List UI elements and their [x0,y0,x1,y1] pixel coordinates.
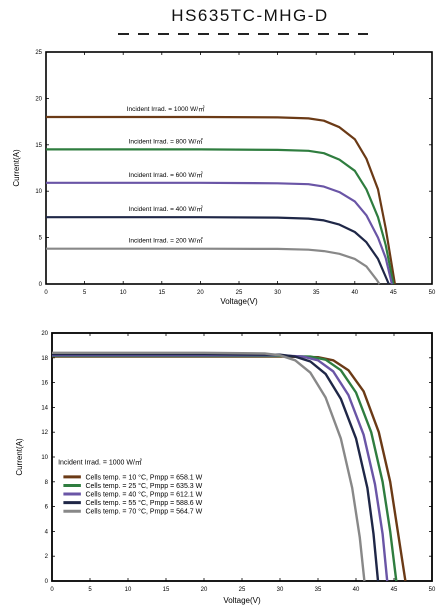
x-tick-label: 40 [351,290,358,296]
x-tick-label: 25 [236,290,243,296]
x-tick-label: 35 [313,290,320,296]
legend-entry-3: Cells temp. = 40 °C, Pmpp = 612.1 W [85,491,202,499]
x-tick-label: 30 [277,587,284,593]
datasheet-title: HS635TC-MHG-D [171,6,329,25]
y-tick-label: 10 [41,455,48,461]
curve-label-2: Incident Irrad. = 800 W/㎡ [129,136,204,145]
y-tick-label: 8 [45,480,49,486]
x-tick-label: 25 [239,587,246,593]
x-axis-label: Voltage(V) [223,596,261,605]
x-tick-label: 20 [197,290,204,296]
y-tick-label: 6 [45,505,49,511]
x-tick-label: 0 [44,290,48,296]
x-tick-label: 10 [125,587,132,593]
y-tick-label: 14 [41,405,48,411]
y-tick-label: 15 [35,143,42,149]
title-dashed-underline [118,33,368,35]
x-tick-label: 45 [391,587,398,593]
iv-irradiance-chart: 0 5 10 15 20 25 30 35 40 45 500510152025Voltage(V)… [12,50,436,306]
x-tick-label: 50 [429,290,436,296]
x-tick-label: 20 [201,587,208,593]
series-line-1 [52,355,407,582]
x-tick-label: 15 [158,290,165,296]
y-tick-label: 2 [45,554,49,560]
y-tick-label: 25 [35,50,42,56]
x-tick-label: 50 [429,587,436,593]
y-tick-label: 4 [45,529,49,535]
x-tick-label: 0 [50,587,54,593]
curve-label-4: Incident Irrad. = 400 W/㎡ [129,204,204,213]
legend-title: Incident Irrad. = 1000 W/㎡ [58,458,142,466]
curve-label-3: Incident Irrad. = 600 W/㎡ [129,170,204,179]
series-line-3 [52,354,389,582]
y-tick-label: 0 [39,282,43,288]
series-line-3 [46,181,393,285]
curve-label-5: Incident Irrad. = 200 W/㎡ [129,236,204,245]
y-tick-label: 10 [35,189,42,195]
x-tick-label: 15 [163,587,170,593]
legend-entry-2: Cells temp. = 25 °C, Pmpp = 635.3 W [85,482,202,490]
legend-entry-1: Cells temp. = 10 °C, Pmpp = 658.1 W [85,473,202,481]
x-axis-label: Voltage(V) [220,297,258,306]
series-line-4 [52,352,380,582]
series-line-4 [46,216,390,285]
y-tick-label: 18 [41,356,48,362]
x-tick-label: 45 [390,290,397,296]
y-tick-label: 0 [45,579,49,585]
x-tick-label: 10 [120,290,127,296]
legend-entry-4: Cells temp. = 55 °C, Pmpp = 588.6 W [85,499,202,507]
series-line-2 [46,148,395,285]
x-tick-label: 35 [315,587,322,593]
x-tick-label: 30 [274,290,281,296]
y-tick-label: 20 [35,96,42,102]
legend-entry-5: Cells temp. = 70 °C, Pmpp = 564.7 W [85,508,202,516]
y-axis-label: Current(A) [12,149,21,187]
x-tick-label: 40 [353,587,360,593]
x-tick-label: 5 [88,587,92,593]
series-line-1 [46,115,396,285]
x-tick-label: 5 [83,290,87,296]
y-tick-label: 20 [41,331,48,337]
y-tick-label: 12 [41,430,48,436]
series-line-5 [52,351,366,582]
y-axis-label: Current(A) [15,438,24,476]
curve-label-1: Incident Irrad. = 1000 W/㎡ [127,104,205,113]
y-tick-label: 16 [41,381,48,387]
series-line-5 [46,247,381,285]
y-tick-label: 5 [39,236,43,242]
